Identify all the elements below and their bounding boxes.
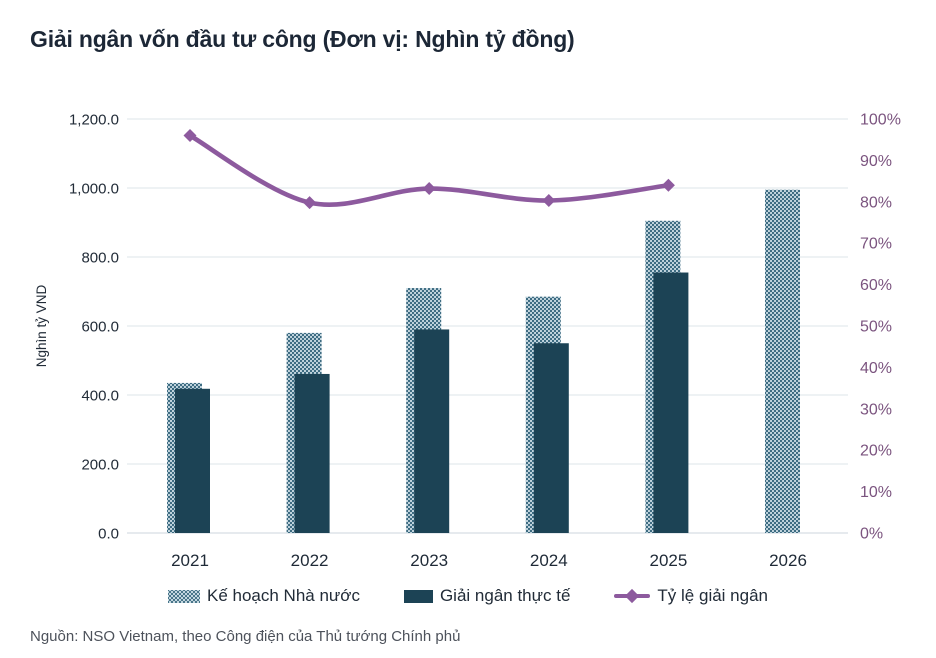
x-axis-label-2021: 2021	[171, 551, 209, 570]
x-axis-label-2023: 2023	[410, 551, 448, 570]
bar-actual-2021	[175, 388, 210, 533]
left-axis-tick: 0.0	[98, 526, 119, 543]
legend-item-actual: Giải ngân thực tế	[403, 586, 571, 606]
left-axis-tick: 800.0	[81, 250, 119, 267]
bar-actual-2023	[414, 329, 450, 533]
ratio-point-2024	[542, 194, 556, 208]
bar-actual-2022	[294, 373, 330, 533]
plan-bar-swatch-icon	[168, 589, 200, 603]
ratio-point-2021	[183, 129, 197, 143]
right-axis-tick: 40%	[860, 360, 892, 377]
right-axis-tick: 70%	[860, 236, 892, 253]
legend: Kế hoạch Nhà nước Giải ngân thực tế Tỷ l…	[0, 586, 936, 606]
left-axis-tick: 400.0	[81, 388, 119, 405]
left-axis-tick: 200.0	[81, 457, 119, 474]
legend-label-plan: Kế hoạch Nhà nước	[207, 586, 360, 605]
x-axis-label-2025: 2025	[649, 551, 687, 570]
left-axis-tick: 1,200.0	[69, 112, 119, 129]
legend-label-actual: Giải ngân thực tế	[439, 586, 571, 605]
right-axis-tick: 10%	[860, 484, 892, 501]
ratio-line-swatch-icon	[614, 588, 651, 604]
right-axis-tick: 80%	[860, 194, 892, 211]
y-axis-title: Nghìn tỷ VND	[34, 284, 49, 367]
x-axis-label-2026: 2026	[769, 551, 807, 570]
left-axis-tick: 600.0	[81, 319, 119, 336]
bar-actual-2024	[533, 343, 569, 533]
right-axis-tick: 90%	[860, 153, 892, 170]
chart-title: Giải ngân vốn đầu tư công (Đơn vị: Nghìn…	[30, 26, 575, 52]
ratio-point-2022	[303, 196, 317, 210]
right-axis-tick: 50%	[860, 319, 892, 336]
x-axis-label-2024: 2024	[530, 551, 568, 570]
right-axis-tick: 100%	[860, 112, 901, 129]
legend-item-ratio: Tỷ lệ giải ngân	[614, 586, 768, 606]
ratio-point-2023	[422, 182, 436, 196]
legend-label-ratio: Tỷ lệ giải ngân	[657, 586, 768, 605]
right-axis-tick: 30%	[860, 401, 892, 418]
source-note: Nguồn: NSO Vietnam, theo Công điện của T…	[30, 628, 461, 645]
bar-actual-2025	[653, 272, 689, 533]
right-axis-tick: 20%	[860, 443, 892, 460]
actual-bar-swatch-icon	[403, 589, 433, 603]
ratio-line-marker-icon	[625, 588, 640, 604]
x-axis-label-2022: 2022	[291, 551, 329, 570]
bar-plan-2026	[765, 189, 800, 533]
right-axis-tick: 0%	[860, 526, 883, 543]
legend-item-plan: Kế hoạch Nhà nước	[168, 586, 360, 606]
left-axis-tick: 1,000.0	[69, 181, 119, 198]
ratio-point-2025	[661, 178, 675, 192]
right-axis-tick: 60%	[860, 277, 892, 294]
